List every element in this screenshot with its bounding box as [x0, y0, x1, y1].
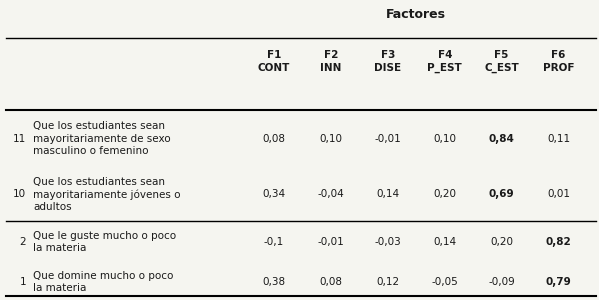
Text: 0,84: 0,84	[489, 134, 515, 144]
Text: Factores: Factores	[386, 8, 446, 22]
Text: F3
DISE: F3 DISE	[374, 50, 401, 73]
Text: 1: 1	[20, 277, 26, 287]
Text: -0,03: -0,03	[374, 237, 401, 247]
Text: Que los estudiantes sean
mayoritariamente de sexo
masculino o femenino: Que los estudiantes sean mayoritariament…	[33, 121, 171, 156]
Text: F2
INN: F2 INN	[320, 50, 341, 73]
Text: 0,14: 0,14	[433, 237, 456, 247]
Text: 0,01: 0,01	[547, 189, 570, 199]
Text: F5
C_EST: F5 C_EST	[484, 50, 519, 73]
Text: 10: 10	[13, 189, 26, 199]
Text: 2: 2	[20, 237, 26, 247]
Text: F1
CONT: F1 CONT	[258, 50, 291, 73]
Text: 0,14: 0,14	[376, 189, 400, 199]
Text: 0,10: 0,10	[319, 134, 343, 144]
Text: 0,11: 0,11	[547, 134, 570, 144]
Text: 0,38: 0,38	[262, 277, 286, 287]
Text: 0,34: 0,34	[262, 189, 286, 199]
Text: 0,79: 0,79	[546, 277, 571, 287]
Text: 0,08: 0,08	[319, 277, 343, 287]
Text: Que le guste mucho o poco
la materia: Que le guste mucho o poco la materia	[33, 231, 176, 254]
Text: F4
P_EST: F4 P_EST	[427, 50, 462, 73]
Text: 0,10: 0,10	[433, 134, 456, 144]
Text: -0,1: -0,1	[264, 237, 284, 247]
Text: 11: 11	[13, 134, 26, 144]
Text: 0,08: 0,08	[262, 134, 286, 144]
Text: F6
PROF: F6 PROF	[543, 50, 574, 73]
Text: Que domine mucho o poco
la materia: Que domine mucho o poco la materia	[33, 271, 173, 293]
Text: 0,69: 0,69	[489, 189, 515, 199]
Text: Que los estudiantes sean
mayoritariamente jóvenes o
adultos: Que los estudiantes sean mayoritariament…	[33, 176, 180, 212]
Text: 0,20: 0,20	[490, 237, 513, 247]
Text: -0,05: -0,05	[431, 277, 458, 287]
Text: -0,01: -0,01	[317, 237, 344, 247]
Text: -0,09: -0,09	[488, 277, 515, 287]
Text: -0,04: -0,04	[317, 189, 344, 199]
Text: 0,82: 0,82	[546, 237, 571, 247]
Text: 0,20: 0,20	[433, 189, 456, 199]
Text: -0,01: -0,01	[374, 134, 401, 144]
Text: 0,12: 0,12	[376, 277, 400, 287]
